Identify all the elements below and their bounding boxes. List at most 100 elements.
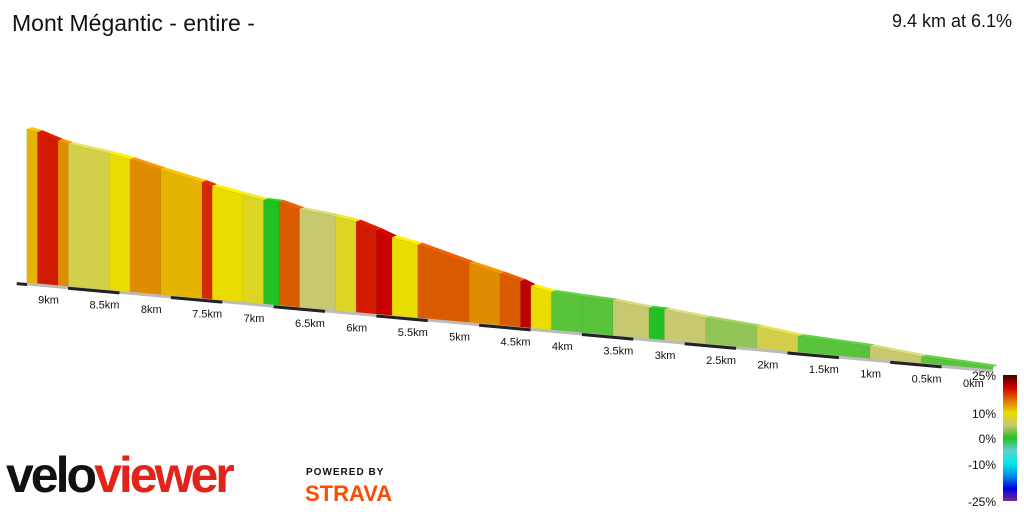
- strava-logo[interactable]: STRAVA: [305, 481, 393, 506]
- profile-segment: [468, 262, 500, 326]
- segment-top: [797, 334, 875, 347]
- x-tick-label: 1.5km: [809, 364, 839, 376]
- x-tick-label: 2.5km: [706, 355, 736, 367]
- profile-segment: [299, 208, 336, 312]
- gradient-legend: 25% 10% 0% -10% -25%: [968, 369, 1017, 509]
- profile-segment: [499, 273, 521, 328]
- x-tick-label: 5km: [449, 332, 470, 344]
- x-tick-label: 7.5km: [192, 309, 222, 321]
- profile-segment: [648, 307, 665, 341]
- profile-segment: [108, 153, 131, 293]
- segment-top: [664, 307, 711, 318]
- profile-segment: [263, 199, 280, 306]
- profile-segment: [211, 185, 244, 303]
- legend-label: -25%: [968, 495, 996, 509]
- profile-segment: [581, 296, 614, 337]
- x-tick-label: 0.5km: [912, 373, 942, 385]
- profile-segment: [37, 131, 59, 287]
- page-title: Mont Mégantic - entire -: [12, 10, 255, 36]
- profile-segments: [26, 127, 998, 371]
- segment-top: [530, 284, 557, 292]
- segment-top: [109, 151, 135, 160]
- profile-segment: [335, 216, 357, 313]
- profile-segment: [355, 221, 377, 315]
- x-tick-label: 2km: [757, 359, 778, 371]
- segment-top: [129, 157, 166, 170]
- x-tick-label: 6km: [346, 322, 367, 334]
- segment-top: [756, 324, 803, 337]
- segment-top: [376, 228, 397, 238]
- climb-summary: 9.4 km at 6.1%: [891, 11, 1012, 31]
- axis-band: [16, 282, 28, 286]
- segment-top: [468, 261, 505, 274]
- x-tick-label: 6.5km: [295, 318, 325, 330]
- segment-top: [299, 207, 341, 217]
- profile-segment: [129, 158, 161, 296]
- axis-band: [273, 305, 326, 313]
- profile-segment: [391, 237, 418, 319]
- segment-top: [705, 315, 762, 327]
- profile-segment: [57, 140, 69, 287]
- profile-segment: [550, 291, 583, 334]
- segment-top: [648, 305, 670, 310]
- x-tick-label: 1km: [860, 369, 881, 381]
- segment-top: [242, 192, 269, 201]
- x-tick-label: 7km: [244, 313, 265, 325]
- powered-by-label: POWERED BY: [306, 467, 385, 478]
- segment-top: [520, 278, 536, 287]
- axis-band: [581, 332, 634, 341]
- segment-top: [335, 214, 361, 222]
- segment-top: [355, 219, 382, 231]
- x-tick-label: 4km: [552, 341, 573, 353]
- segment-top: [68, 142, 115, 154]
- profile-segment: [417, 244, 470, 324]
- segment-top: [57, 138, 74, 145]
- legend-label: 25%: [972, 369, 996, 383]
- segment-top: [278, 199, 305, 210]
- axis-band: [479, 323, 531, 332]
- segment-top: [160, 167, 207, 183]
- distance-axis: 0km 0.5km 1km 1.5km 2km 2.5km 3km 3.5km 4km 4.5km…: [16, 282, 994, 390]
- x-tick-label: 4.5km: [501, 336, 531, 348]
- segment-top: [37, 130, 63, 141]
- segment-top: [417, 242, 474, 264]
- x-tick-label: 8.5km: [89, 299, 119, 311]
- x-tick-label: 0km: [963, 378, 984, 390]
- axis-band: [376, 314, 428, 323]
- x-tick-label: 8km: [141, 304, 162, 316]
- segment-top: [581, 294, 618, 301]
- x-tick-label: 9km: [38, 295, 59, 307]
- segment-top: [211, 184, 248, 195]
- segment-top: [391, 235, 423, 245]
- profile-segment: [242, 194, 264, 305]
- segment-top: [869, 344, 927, 357]
- legend-label: 0%: [979, 432, 997, 446]
- profile-segment: [530, 285, 552, 331]
- profile-segment: [705, 317, 757, 349]
- segment-top: [499, 271, 526, 281]
- axis-band: [170, 295, 223, 304]
- x-tick-label: 3.5km: [603, 346, 633, 358]
- legend-colorbar: [1003, 375, 1017, 501]
- axis-band: [890, 360, 942, 369]
- legend-label: -10%: [968, 458, 996, 472]
- x-tick-label: 5.5km: [398, 327, 428, 339]
- axis-band: [787, 351, 839, 360]
- x-tick-label: 3km: [655, 350, 676, 362]
- segment-top: [612, 298, 654, 308]
- profile-segment: [278, 201, 300, 308]
- segment-top: [263, 198, 284, 202]
- profile-segment: [26, 128, 38, 285]
- profile-segment: [201, 181, 213, 300]
- segment-top: [921, 354, 998, 367]
- axis-band: [684, 342, 737, 350]
- segment-top: [551, 289, 587, 297]
- veloviewer-logo[interactable]: veloviewer: [6, 447, 235, 503]
- profile-segment: [160, 169, 202, 300]
- axis-band: [67, 286, 120, 295]
- legend-label: 10%: [972, 407, 996, 421]
- profile-segment: [376, 229, 393, 317]
- profile-segment: [67, 143, 110, 291]
- segment-top: [27, 127, 43, 133]
